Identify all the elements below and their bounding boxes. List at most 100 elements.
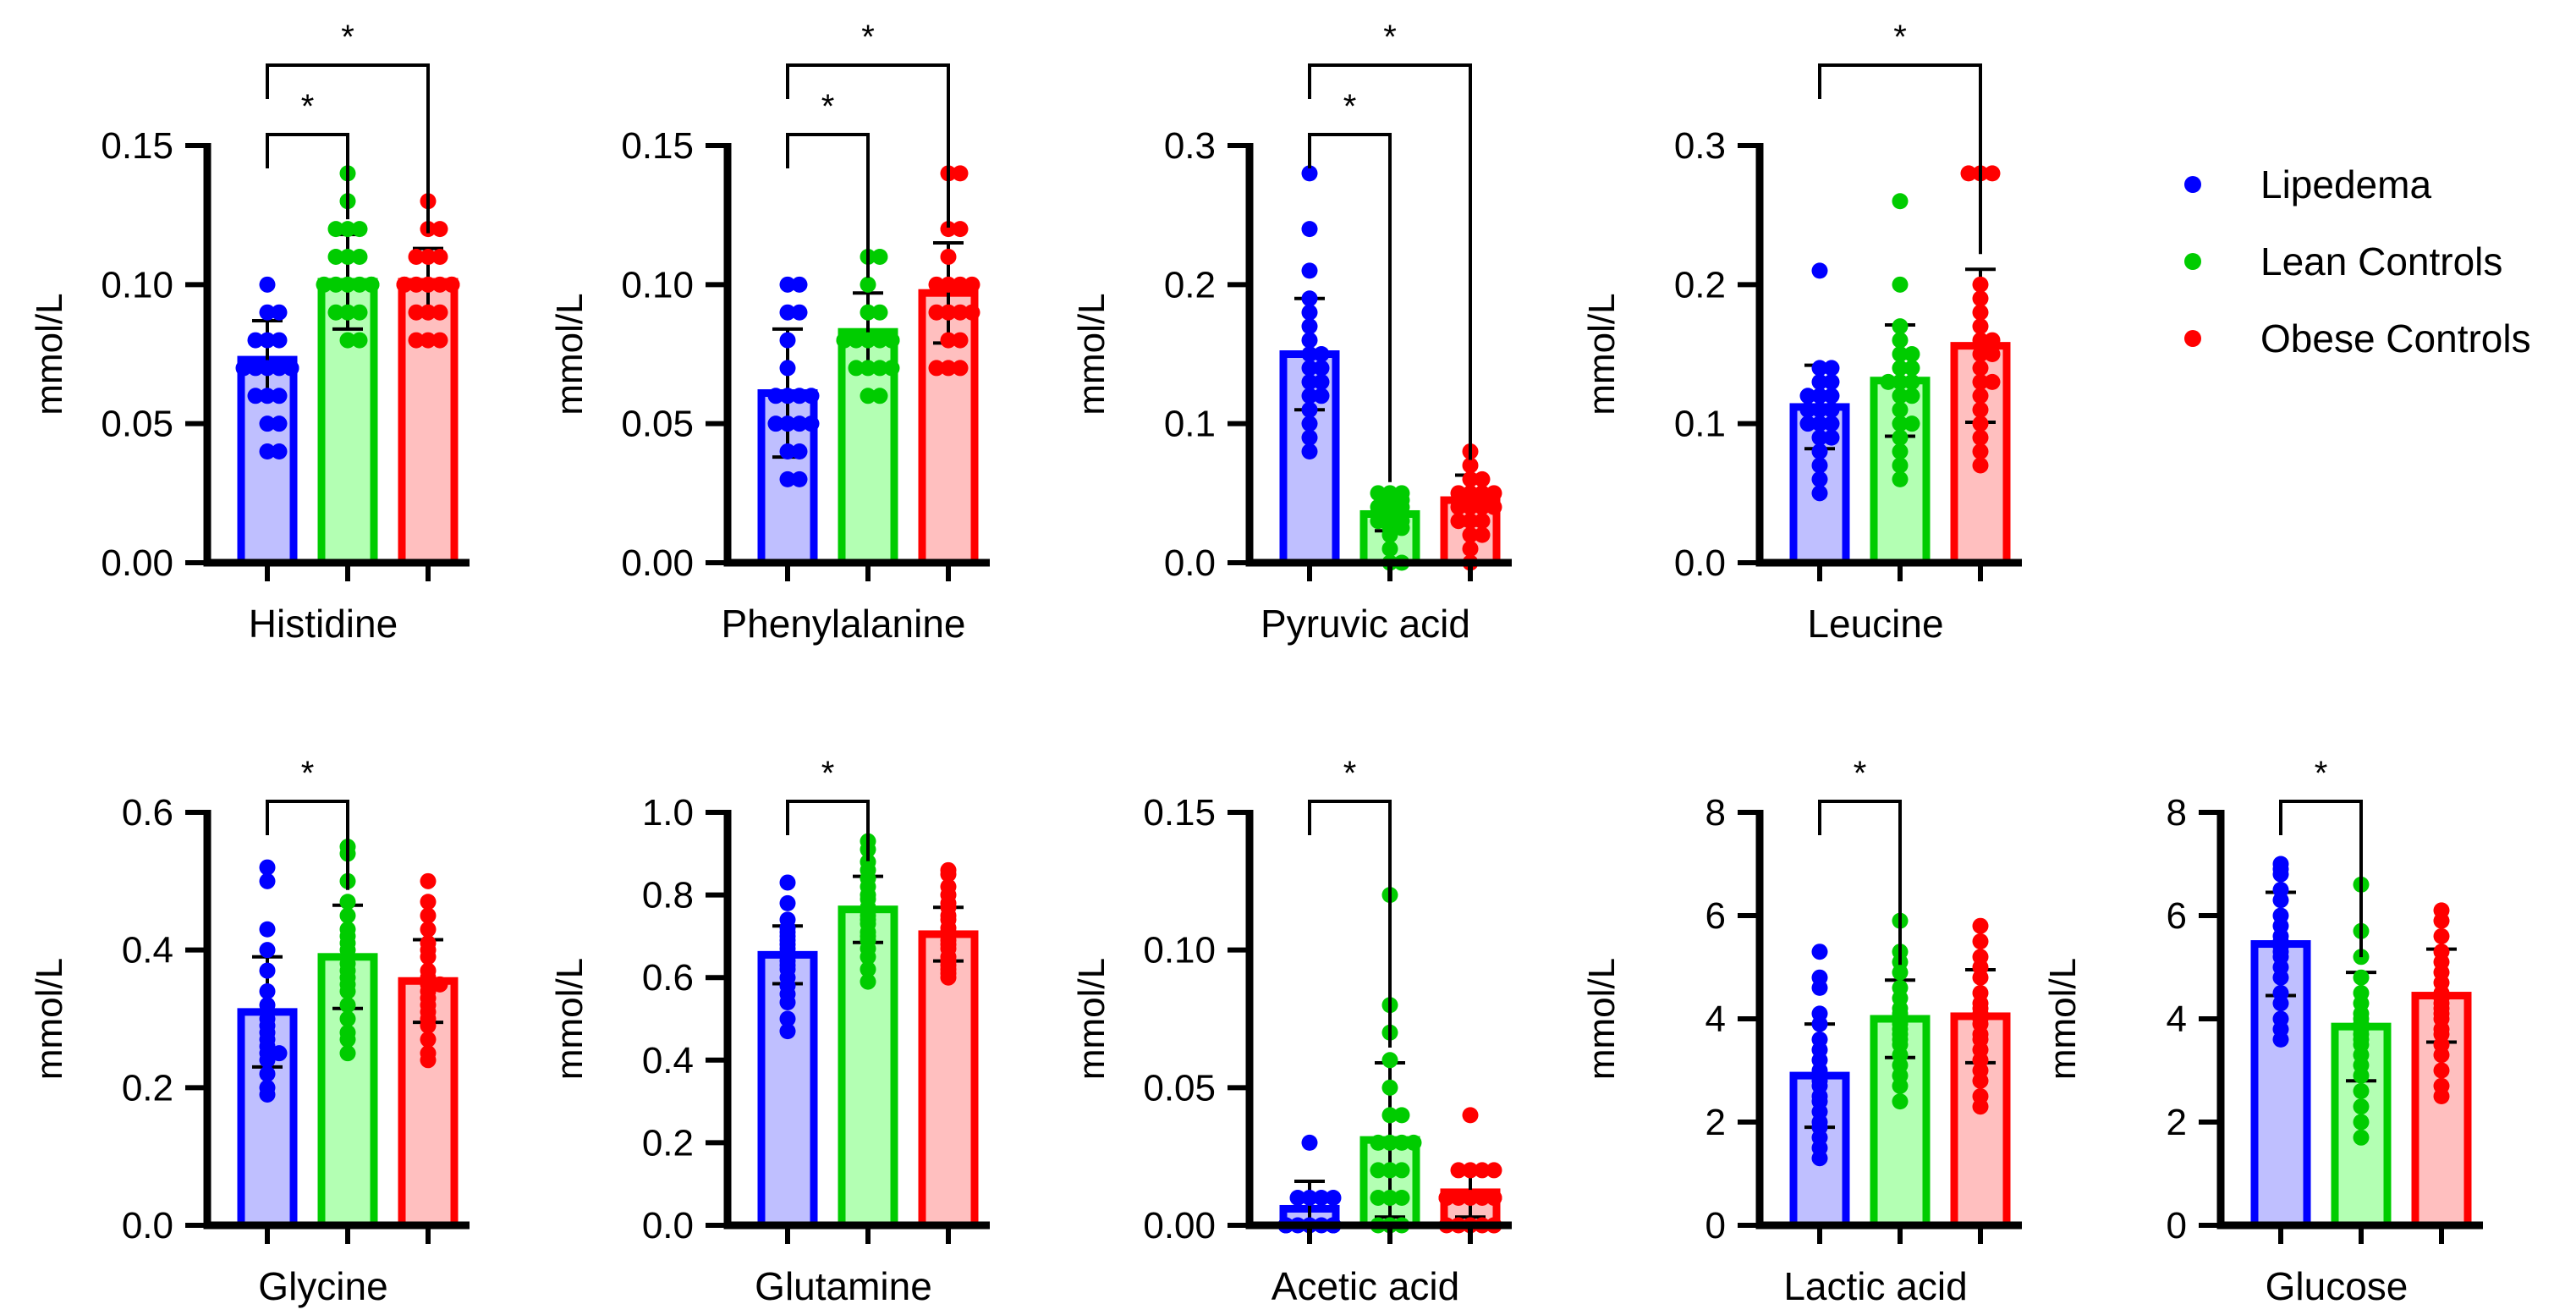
significance-bracket: * xyxy=(786,755,870,861)
data-point xyxy=(791,276,808,293)
y-tick-label: 0.0 xyxy=(642,1205,694,1246)
significance-bracket: * xyxy=(266,755,349,890)
y-tick-label: 0.05 xyxy=(1143,1067,1216,1109)
data-point xyxy=(1984,165,2001,182)
y-tick-label: 0.1 xyxy=(1674,404,1726,445)
y-tick-label: 0.0 xyxy=(1674,542,1726,584)
data-point xyxy=(940,304,957,321)
data-point xyxy=(1381,1079,1398,1096)
data-point xyxy=(1462,526,1479,543)
y-tick-label: 0.3 xyxy=(1674,125,1726,167)
data-point xyxy=(883,332,900,349)
data-point xyxy=(860,973,876,990)
significance-label: * xyxy=(1893,19,1907,56)
data-point xyxy=(1892,964,1909,981)
data-point xyxy=(1823,360,1840,377)
data-point xyxy=(1450,498,1467,515)
x-axis-label: Glucose xyxy=(2266,1264,2408,1308)
data-point xyxy=(420,907,437,924)
data-point xyxy=(443,276,460,293)
data-point xyxy=(271,360,288,377)
data-point xyxy=(1892,443,1909,460)
data-point xyxy=(1903,415,1920,432)
data-point xyxy=(1450,1189,1467,1206)
data-point xyxy=(779,874,796,891)
data-point xyxy=(431,332,448,349)
data-point xyxy=(928,360,945,377)
data-point xyxy=(1823,388,1840,404)
data-point xyxy=(1811,457,1828,474)
data-point xyxy=(871,248,888,265)
data-point xyxy=(420,1052,437,1069)
data-point xyxy=(339,997,356,1014)
legend-item-2: Obese Controls xyxy=(2184,316,2531,360)
data-point xyxy=(2433,1047,2450,1064)
data-point xyxy=(779,1010,796,1027)
y-axis-label: mmol/L xyxy=(29,293,70,415)
significance-bracket: * xyxy=(266,88,349,220)
chart-panel-3: 0.0 0.1 0.2 0.3 mmol/L Leucine * xyxy=(1581,19,2022,646)
data-point xyxy=(339,1010,356,1027)
y-tick-label: 0 xyxy=(2167,1205,2187,1246)
data-point xyxy=(860,276,876,293)
data-point xyxy=(1370,485,1387,502)
significance-label: * xyxy=(301,755,315,792)
data-point xyxy=(271,1045,288,1062)
y-axis-label: mmol/L xyxy=(1071,293,1112,415)
y-tick-label: 0.0 xyxy=(122,1205,173,1246)
data-point xyxy=(1972,276,1989,293)
data-point xyxy=(1462,485,1479,502)
data-point xyxy=(1289,1189,1306,1206)
data-point xyxy=(1892,276,1909,293)
data-point xyxy=(2272,969,2289,986)
data-point xyxy=(1892,318,1909,335)
data-point xyxy=(1972,388,1989,404)
data-point xyxy=(1972,401,1989,418)
y-axis-label: mmol/L xyxy=(1071,958,1112,1080)
data-point xyxy=(1474,1162,1491,1179)
y-tick-label: 0.3 xyxy=(1164,125,1216,167)
x-axis-label: Leucine xyxy=(1807,602,1943,646)
data-point xyxy=(928,304,945,321)
data-point xyxy=(1972,318,1989,335)
data-point xyxy=(952,360,969,377)
y-tick-label: 4 xyxy=(1705,999,1726,1040)
significance-bracket: * xyxy=(1308,755,1392,1048)
data-point xyxy=(408,248,425,265)
chart-panel-1: 0.00 0.05 0.10 0.15 mmol/L Phenylalanine * * xyxy=(549,19,990,646)
data-point xyxy=(779,470,796,487)
data-point xyxy=(1450,1162,1467,1179)
data-point xyxy=(1462,1162,1479,1179)
data-point xyxy=(1892,346,1909,362)
data-point xyxy=(259,443,276,460)
data-point xyxy=(848,360,865,377)
data-point xyxy=(940,332,957,349)
data-point xyxy=(339,1045,356,1062)
data-point xyxy=(1903,373,1920,390)
data-point xyxy=(327,221,344,238)
data-point xyxy=(779,304,796,321)
data-point xyxy=(964,276,980,293)
data-point xyxy=(351,248,368,265)
data-point xyxy=(408,304,425,321)
data-point xyxy=(259,1065,276,1082)
data-point xyxy=(940,221,957,238)
data-point xyxy=(259,360,276,377)
y-tick-label: 0.4 xyxy=(642,1040,694,1081)
data-point xyxy=(259,872,276,889)
data-point xyxy=(1405,1134,1422,1151)
data-point xyxy=(1972,917,1989,934)
data-point xyxy=(1370,1189,1387,1206)
data-point xyxy=(883,360,900,377)
data-point xyxy=(1903,360,1920,377)
data-point xyxy=(431,304,448,321)
x-axis-label: Histidine xyxy=(249,602,398,646)
data-point xyxy=(1301,429,1318,446)
data-point xyxy=(1462,1107,1479,1124)
data-point xyxy=(1381,526,1398,543)
chart-panel-5: 0.0 0.2 0.4 0.6 0.8 1.0 mmol/L Glutamine * xyxy=(549,755,990,1308)
data-point xyxy=(351,221,368,238)
y-tick-label: 0.15 xyxy=(1143,792,1216,834)
data-point xyxy=(1393,1134,1410,1151)
